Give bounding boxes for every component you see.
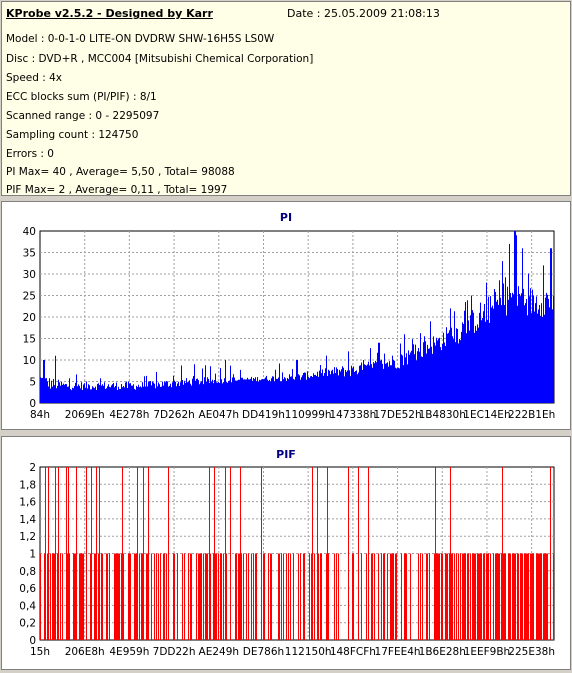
pif-bars-level-1 <box>40 553 554 640</box>
pi-ytick-label: 35 <box>23 248 36 260</box>
pi-ytick-label: 25 <box>23 291 36 303</box>
pif-ytick-label: 1,2 <box>19 531 36 543</box>
pif-xtick-label: 112150h <box>285 646 332 658</box>
pi-xtick-label: 1EC14Eh <box>463 409 510 421</box>
pi-chart: PI 0 5 10 15 20 25 30 35 40 84h 2069Eh 4E278h 7D262h… <box>23 211 556 421</box>
info-line-pi: PI Max= 40 , Average= 5,50 , Total= 9808… <box>6 166 235 178</box>
pif-ytick-label: 0,6 <box>19 583 36 595</box>
pif-bars-level-2 <box>45 467 551 640</box>
pif-ytick-label: 2 <box>29 462 36 474</box>
pi-chart-title: PI <box>280 211 292 224</box>
info-line-ecc: ECC blocks sum (PI/PIF) : 8/1 <box>6 91 157 103</box>
info-line-model: Model : 0-0-1-0 LITE-ON DVDRW SHW-16H5S … <box>6 33 275 45</box>
pif-xtick-label: 15h <box>30 646 50 658</box>
pif-xtick-label: 225E38h <box>508 646 555 658</box>
pif-xtick-label: 1EEF9Bh <box>464 646 511 658</box>
pi-xtick-label: 110999h <box>285 409 332 421</box>
pif-xtick-label: DE786h <box>243 646 284 658</box>
info-line-disc: Disc : DVD+R , MCC004 [Mitsubishi Chemic… <box>6 53 314 65</box>
info-panel: KProbe v2.5.2 - Designed by Karr Date : … <box>1 1 571 196</box>
pif-ytick-label: 0,2 <box>19 618 36 630</box>
pif-ytick-label: 0 <box>29 635 36 647</box>
pi-xtick-label: AE047h <box>199 409 240 421</box>
pi-xtick-label: 4E278h <box>109 409 149 421</box>
pi-xtick-label: 84h <box>30 409 50 421</box>
pi-xtick-label: 1B4830h <box>419 409 466 421</box>
info-line-errors: Errors : 0 <box>6 148 54 160</box>
pi-xtick-label: 2069Eh <box>65 409 105 421</box>
pif-series <box>40 467 554 640</box>
pif-xtick-label: 206E8h <box>65 646 105 658</box>
pif-chart-panel: PIF 0 0,2 0,4 0,6 0,8 1 1,2 1,4 1,6 1,8 2 15h 206E8h… <box>1 436 571 670</box>
pif-ytick-label: 0,4 <box>19 600 36 612</box>
pif-xtick-label: 1B6E28h <box>419 646 466 658</box>
scan-date: Date : 25.05.2009 21:08:13 <box>287 7 440 20</box>
pi-chart-panel: PI 0 5 10 15 20 25 30 35 40 84h 2069Eh 4E278h 7D262h… <box>1 201 571 430</box>
pif-xtick-label: AE249h <box>199 646 240 658</box>
pi-xtick-label: 7D262h <box>153 409 194 421</box>
pif-xtick-label: 7DD22h <box>153 646 196 658</box>
app-title: KProbe v2.5.2 - Designed by Karr <box>6 7 213 20</box>
pif-ytick-label: 1,6 <box>19 497 36 509</box>
pif-chart: PIF 0 0,2 0,4 0,6 0,8 1 1,2 1,4 1,6 1,8 2 15h 206E8h… <box>19 448 555 658</box>
info-line-speed: Speed : 4x <box>6 72 63 84</box>
pi-xtick-label: 147338h <box>329 409 376 421</box>
pif-ytick-label: 0,8 <box>19 566 36 578</box>
pi-ytick-label: 30 <box>23 269 36 281</box>
pi-series <box>40 231 554 403</box>
pi-ytick-label: 5 <box>29 377 36 389</box>
info-line-pif: PIF Max= 2 , Average= 0,11 , Total= 1997 <box>6 184 228 196</box>
pi-ytick-label: 40 <box>23 226 36 238</box>
pif-xtick-label: 17FEE4h <box>375 646 421 658</box>
pif-chart-title: PIF <box>276 448 296 461</box>
pif-ytick-label: 1 <box>29 549 36 561</box>
pif-ytick-label: 1,8 <box>19 479 36 491</box>
pi-ytick-label: 15 <box>23 334 36 346</box>
pi-xtick-label: 222B1Eh <box>508 409 555 421</box>
pi-ytick-label: 10 <box>23 355 36 367</box>
pi-xtick-label: 17DE52h <box>374 409 422 421</box>
pi-ytick-label: 0 <box>29 398 36 410</box>
pi-xtick-label: DD419h <box>242 409 285 421</box>
pi-bars <box>40 231 554 403</box>
pif-ytick-label: 1,4 <box>19 514 36 526</box>
info-line-range: Scanned range : 0 - 2295097 <box>6 110 160 122</box>
pif-xtick-label: 148FCFh <box>330 646 376 658</box>
info-line-sampling: Sampling count : 124750 <box>6 129 139 141</box>
pi-ytick-label: 20 <box>23 312 36 324</box>
pif-xtick-label: 4E959h <box>109 646 149 658</box>
